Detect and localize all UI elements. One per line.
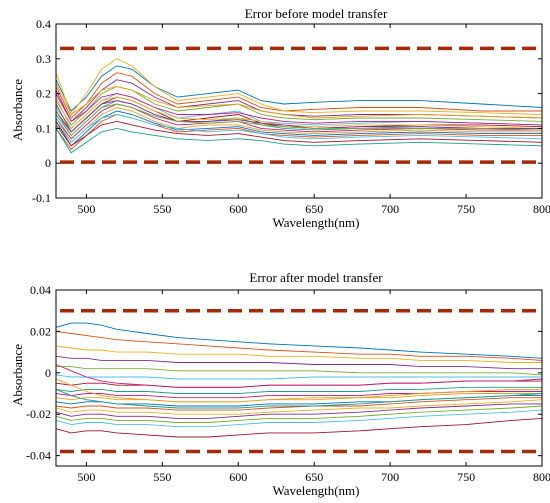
chart-title: Error after model transfer xyxy=(249,270,383,285)
y-axis-label: Absorbance xyxy=(10,79,25,141)
series-line xyxy=(55,72,542,119)
y-tick-label: -0.1 xyxy=(32,191,51,205)
series-line xyxy=(55,110,542,147)
chart-before-transfer: Error before model transfer Absorbance W… xyxy=(10,6,550,230)
y-tick-label: 0.2 xyxy=(36,87,51,101)
series-line xyxy=(55,403,542,419)
y-tick-label: 0.4 xyxy=(36,17,51,31)
series-line xyxy=(55,96,543,130)
y-tick-label: -0.02 xyxy=(26,407,51,421)
series-line xyxy=(55,103,543,137)
series-line xyxy=(55,120,543,147)
series-line xyxy=(55,83,543,119)
x-tick-label: 600 xyxy=(229,202,247,216)
series-line xyxy=(55,397,542,411)
x-tick-label: 700 xyxy=(381,470,399,484)
x-tick-label: 650 xyxy=(305,202,323,216)
x-tick-label: 650 xyxy=(305,470,323,484)
y-tick-label: 0.04 xyxy=(30,283,51,297)
series-line xyxy=(55,127,543,154)
y-tick-label: 0 xyxy=(45,156,51,170)
series-line xyxy=(55,355,542,370)
y-axis-label: Absorbance xyxy=(10,344,25,406)
series-line xyxy=(55,86,543,126)
series-line xyxy=(55,386,542,394)
series-line xyxy=(55,409,543,428)
series-line xyxy=(55,399,543,415)
y-tick-label: 0.3 xyxy=(36,52,51,66)
chart-title: Error before model transfer xyxy=(245,6,388,21)
series-line xyxy=(55,89,543,126)
series-line xyxy=(55,391,542,399)
plot-area: 500 550 600 650 700 750 800 -0.1 0 0.1 0.2 0.3 0.4 xyxy=(32,17,550,216)
series-line xyxy=(55,378,542,403)
axes-frame xyxy=(55,23,543,199)
y-tick-label: 0 xyxy=(45,366,51,380)
x-axis-label: Wavelength(nm) xyxy=(272,215,359,230)
series-line xyxy=(55,345,542,363)
series-line xyxy=(55,388,543,409)
x-tick-label: 550 xyxy=(153,470,171,484)
series-line xyxy=(55,405,543,423)
axes-frame xyxy=(55,289,543,467)
x-tick-label: 600 xyxy=(229,470,247,484)
y-tick-label: 0.02 xyxy=(30,324,51,338)
series-line xyxy=(55,58,543,116)
series-line xyxy=(55,374,542,380)
series-line xyxy=(55,114,543,143)
series-line xyxy=(55,79,543,123)
series-line xyxy=(55,330,543,361)
series-line xyxy=(55,364,543,388)
x-tick-label: 750 xyxy=(457,470,475,484)
x-tick-label: 800 xyxy=(533,202,550,216)
series-line xyxy=(55,417,543,438)
chart-after-transfer: Error after model transfer Absorbance Wa… xyxy=(10,270,550,498)
x-tick-label: 800 xyxy=(533,470,550,484)
x-tick-label: 500 xyxy=(77,202,95,216)
series-line xyxy=(55,107,542,143)
x-axis-label: Wavelength(nm) xyxy=(272,483,359,498)
series-line xyxy=(55,100,542,133)
y-tick-label: 0.1 xyxy=(36,121,51,135)
series-line xyxy=(55,114,542,150)
x-tick-label: 750 xyxy=(457,202,475,216)
x-tick-label: 500 xyxy=(77,470,95,484)
series-line xyxy=(56,366,543,376)
series-line xyxy=(55,322,543,359)
y-tick-label: -0.04 xyxy=(26,449,51,463)
series-line xyxy=(55,65,543,112)
x-tick-label: 550 xyxy=(153,202,171,216)
x-tick-label: 700 xyxy=(381,202,399,216)
plot-area: 500 550 600 650 700 750 800 -0.04 -0.02 0 0.02 0.04 xyxy=(26,283,550,484)
